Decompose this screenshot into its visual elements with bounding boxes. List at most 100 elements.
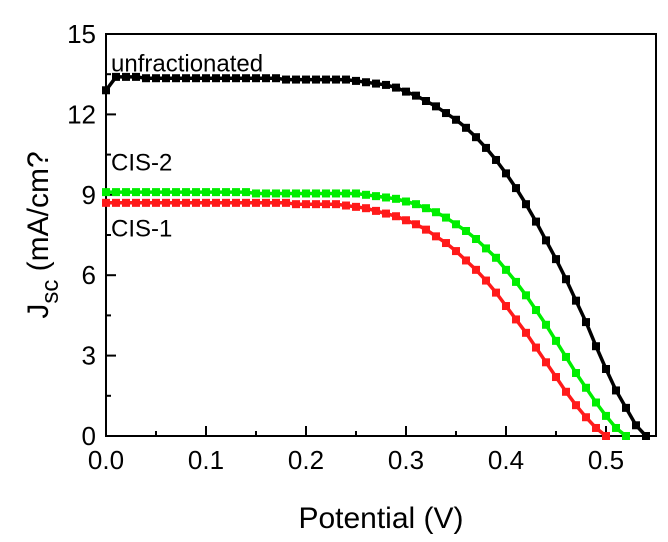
y-tick-label: 15	[67, 19, 96, 49]
data-point-cis-1	[562, 387, 570, 396]
data-point-cis-1	[582, 413, 590, 422]
data-point-cis-1	[222, 198, 230, 207]
data-point-cis-1	[162, 198, 170, 207]
series-cis-2	[102, 188, 630, 440]
data-point-cis-2	[212, 188, 220, 197]
data-point-cis-2	[392, 194, 400, 203]
data-point-cis-1	[332, 200, 340, 209]
data-point-unfractionated	[432, 102, 440, 111]
data-point-cis-2	[402, 197, 410, 206]
data-point-cis-1	[372, 206, 380, 215]
data-point-cis-1	[382, 209, 390, 218]
data-point-cis-2	[282, 189, 290, 198]
data-point-cis-1	[252, 198, 260, 207]
x-tick-label: 0.3	[388, 445, 424, 475]
data-point-cis-1	[112, 198, 120, 207]
data-point-unfractionated	[142, 74, 150, 83]
data-point-cis-2	[102, 188, 110, 197]
data-point-cis-2	[322, 189, 330, 198]
series-cis-1	[102, 198, 610, 440]
y-axis-ticks: 0 3 6 9 12 15	[67, 19, 116, 451]
data-point-cis-1	[572, 401, 580, 410]
data-point-cis-1	[402, 216, 410, 225]
data-point-cis-2	[482, 244, 490, 253]
data-point-unfractionated	[622, 403, 630, 412]
data-point-cis-1	[552, 373, 560, 382]
data-point-cis-2	[462, 226, 470, 235]
data-point-cis-2	[232, 188, 240, 197]
data-point-unfractionated	[332, 75, 340, 84]
y-axis-title-sub: sc	[37, 280, 64, 304]
data-point-cis-1	[542, 358, 550, 367]
data-point-cis-2	[292, 189, 300, 198]
data-point-unfractionated	[182, 74, 190, 83]
data-point-cis-1	[272, 198, 280, 207]
data-point-cis-2	[202, 188, 210, 197]
data-point-cis-1	[482, 276, 490, 285]
data-point-cis-2	[592, 398, 600, 407]
data-point-cis-1	[202, 198, 210, 207]
data-point-unfractionated	[242, 74, 250, 83]
data-point-unfractionated	[502, 169, 510, 178]
data-point-cis-2	[552, 336, 560, 345]
y-tick-label: 9	[82, 180, 96, 210]
data-point-cis-2	[342, 189, 350, 198]
x-tick-label: 0.1	[188, 445, 224, 475]
data-point-unfractionated	[352, 76, 360, 85]
y-tick-label: 0	[82, 421, 96, 451]
data-point-cis-2	[192, 188, 200, 197]
data-point-cis-2	[572, 369, 580, 378]
y-tick-label: 12	[67, 99, 96, 129]
y-axis-title-main: J	[22, 304, 55, 319]
data-point-cis-2	[612, 423, 620, 432]
data-point-cis-1	[212, 198, 220, 207]
data-point-cis-2	[222, 188, 230, 197]
data-point-cis-1	[422, 225, 430, 234]
data-point-unfractionated	[372, 79, 380, 88]
data-point-unfractionated	[162, 74, 170, 83]
data-point-cis-2	[382, 193, 390, 202]
data-point-cis-2	[362, 190, 370, 199]
data-point-unfractionated	[492, 155, 500, 164]
y-axis-title-unit: (mA/cm?	[22, 151, 55, 279]
data-point-cis-2	[532, 306, 540, 315]
series-line-cis-2	[106, 190, 628, 438]
data-point-cis-2	[172, 188, 180, 197]
data-point-unfractionated	[582, 318, 590, 327]
data-point-cis-1	[452, 247, 460, 256]
data-point-unfractionated	[512, 184, 520, 193]
data-point-cis-2	[492, 253, 500, 262]
data-point-cis-2	[182, 188, 190, 197]
x-axis-ticks: 0.0 0.1 0.2 0.3 0.4 0.5	[88, 426, 624, 475]
data-point-unfractionated	[452, 115, 460, 124]
data-point-cis-1	[502, 302, 510, 311]
data-point-unfractionated	[462, 123, 470, 132]
series-line-unfractionated	[104, 75, 648, 438]
data-point-unfractionated	[472, 133, 480, 142]
data-point-cis-1	[602, 432, 610, 440]
series-labels: unfractionated CIS-2 CIS-1	[111, 51, 263, 243]
data-point-unfractionated	[152, 74, 160, 83]
data-point-cis-1	[432, 232, 440, 241]
data-point-unfractionated	[552, 255, 560, 264]
data-point-cis-2	[112, 188, 120, 197]
data-point-unfractionated	[132, 72, 140, 81]
data-point-cis-2	[602, 411, 610, 420]
data-point-unfractionated	[322, 75, 330, 84]
data-point-cis-2	[512, 277, 520, 286]
x-axis-title: Potential (V)	[298, 502, 463, 535]
data-point-unfractionated	[342, 75, 350, 84]
series-line-cis-1	[106, 201, 608, 438]
data-point-cis-1	[532, 343, 540, 352]
data-point-cis-2	[272, 189, 280, 198]
data-point-cis-2	[432, 208, 440, 217]
data-point-cis-2	[332, 189, 340, 198]
data-point-cis-2	[582, 383, 590, 392]
data-point-cis-1	[152, 198, 160, 207]
data-point-cis-1	[412, 220, 420, 229]
data-point-unfractionated	[302, 75, 310, 84]
y-tick-label: 3	[82, 341, 96, 371]
data-point-unfractionated	[572, 296, 580, 305]
data-point-unfractionated	[252, 74, 260, 83]
